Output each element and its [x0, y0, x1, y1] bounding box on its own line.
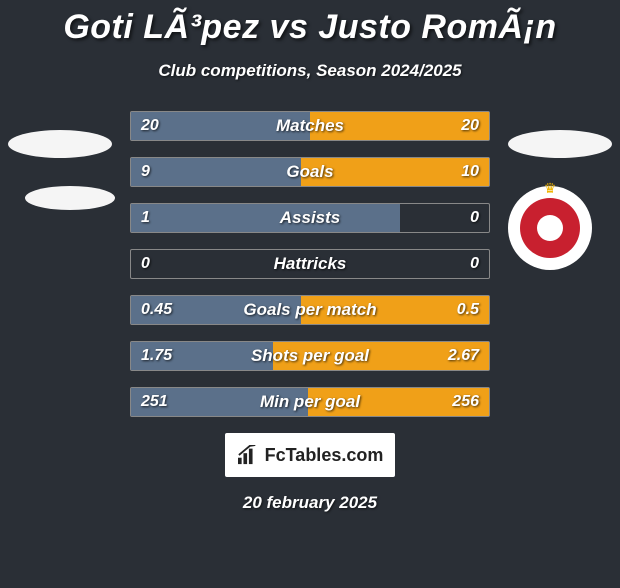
value-left: 9 — [141, 163, 150, 181]
value-left: 20 — [141, 117, 159, 135]
stat-label: Assists — [280, 208, 340, 228]
club-badge-icon: ♛ — [508, 186, 592, 270]
value-right: 0 — [470, 255, 479, 273]
page-title: Goti LÃ³pez vs Justo RomÃ¡n — [0, 8, 620, 47]
date-text: 20 february 2025 — [0, 493, 620, 513]
stat-label: Shots per goal — [251, 346, 369, 366]
right-club-badge: ♛ — [508, 186, 592, 270]
stat-row: 1 0 Assists — [130, 203, 490, 233]
left-badge-ellipse — [25, 186, 115, 210]
value-left: 0.45 — [141, 301, 172, 319]
club-badge-center — [537, 215, 563, 241]
stat-row: 1.75 2.67 Shots per goal — [130, 341, 490, 371]
bar-left — [131, 158, 301, 186]
stat-label: Min per goal — [260, 392, 360, 412]
stat-row: 0.45 0.5 Goals per match — [130, 295, 490, 325]
stat-row: 251 256 Min per goal — [130, 387, 490, 417]
fctables-icon — [237, 445, 259, 465]
stat-row: 0 0 Hattricks — [130, 249, 490, 279]
right-badge-ellipse — [508, 130, 612, 158]
value-left: 251 — [141, 393, 168, 411]
fctables-label: FcTables.com — [265, 445, 384, 466]
subtitle: Club competitions, Season 2024/2025 — [0, 61, 620, 81]
stat-label: Matches — [276, 116, 344, 136]
value-right: 10 — [461, 163, 479, 181]
crown-icon: ♛ — [544, 180, 557, 197]
stat-label: Goals per match — [243, 300, 376, 320]
value-right: 0.5 — [457, 301, 479, 319]
bar-left — [131, 204, 400, 232]
club-badge-inner — [520, 198, 580, 258]
value-right: 0 — [470, 209, 479, 227]
stat-label: Hattricks — [274, 254, 347, 274]
value-right: 20 — [461, 117, 479, 135]
value-right: 2.67 — [448, 347, 479, 365]
fctables-badge: FcTables.com — [225, 433, 395, 477]
value-left: 0 — [141, 255, 150, 273]
value-left: 1 — [141, 209, 150, 227]
stat-rows-container: 2020Matches910Goals10Assists00Hattricks0… — [130, 111, 490, 417]
value-right: 256 — [452, 393, 479, 411]
stat-row: 9 10 Goals — [130, 157, 490, 187]
stat-row: 20 20 Matches — [130, 111, 490, 141]
value-left: 1.75 — [141, 347, 172, 365]
left-badge-ellipse — [8, 130, 112, 158]
stat-label: Goals — [286, 162, 333, 182]
